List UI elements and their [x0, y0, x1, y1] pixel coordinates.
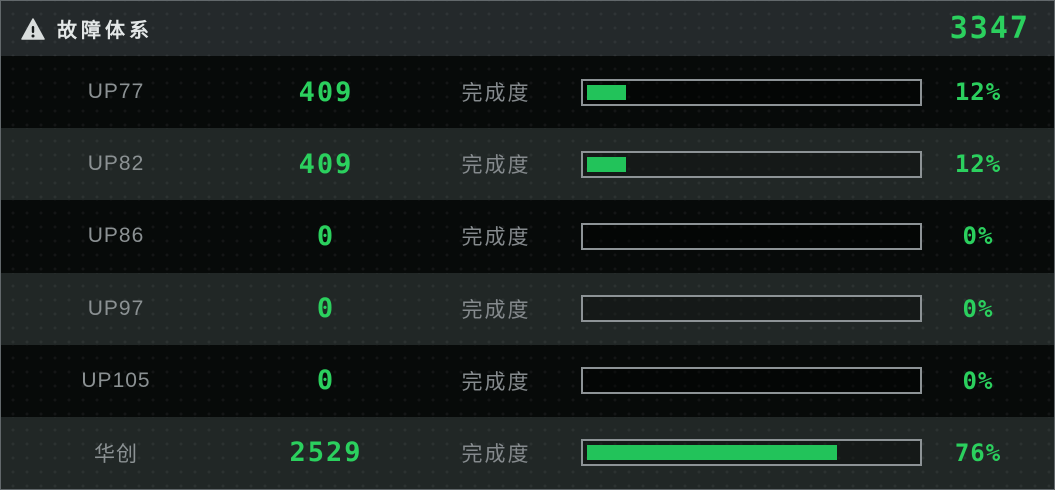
progress-bar-track: [581, 78, 922, 106]
row-value: 0: [316, 220, 336, 252]
panel-title: 故障体系: [57, 20, 153, 42]
total-count: 3347: [949, 11, 1030, 46]
table-row: 华创 2529 完成度 76%: [1, 416, 1054, 489]
row-value: 409: [298, 148, 354, 180]
row-percent: 0%: [962, 366, 994, 395]
progress-bar-fill: [587, 156, 627, 172]
progress-label: 完成度: [461, 298, 531, 322]
progress-bar-track: [581, 295, 922, 323]
row-name-label: UP77: [87, 80, 145, 104]
row-percent: 12%: [954, 150, 1002, 179]
row-percent: 0%: [962, 222, 994, 251]
progress-label: 完成度: [461, 82, 531, 106]
row-name-label: UP82: [87, 152, 145, 176]
progress-label: 完成度: [461, 154, 531, 178]
rows-container: UP77 409 完成度 12% UP82 409 完成度 12% UP86 0…: [1, 56, 1054, 489]
table-row: UP105 0 完成度 0%: [1, 344, 1054, 417]
row-percent: 12%: [954, 78, 1002, 107]
table-row: UP86 0 完成度 0%: [1, 200, 1054, 273]
row-name-label: UP86: [87, 224, 145, 248]
row-value: 2529: [289, 437, 363, 469]
progress-bar-track: [581, 150, 922, 178]
warning-icon: [21, 17, 45, 40]
table-row: UP97 0 完成度 0%: [1, 272, 1054, 345]
row-value: 409: [298, 76, 354, 108]
progress-bar-fill: [587, 445, 838, 461]
progress-bar-track: [581, 439, 922, 467]
row-percent: 0%: [962, 294, 994, 323]
progress-bar-track: [581, 367, 922, 395]
progress-label: 完成度: [461, 370, 531, 394]
row-name-label: 华创: [94, 442, 138, 466]
panel-header: 故障体系 3347: [1, 1, 1054, 56]
progress-bar-fill: [587, 84, 627, 100]
row-value: 0: [316, 365, 336, 397]
progress-bar-track: [581, 222, 922, 250]
progress-label: 完成度: [461, 442, 531, 466]
progress-label: 完成度: [461, 226, 531, 250]
table-row: UP82 409 完成度 12%: [1, 128, 1054, 201]
table-row: UP77 409 完成度 12%: [1, 56, 1054, 129]
row-name-label: UP105: [81, 368, 151, 392]
row-name-label: UP97: [87, 296, 145, 320]
row-value: 0: [316, 293, 336, 325]
row-percent: 76%: [954, 438, 1002, 467]
